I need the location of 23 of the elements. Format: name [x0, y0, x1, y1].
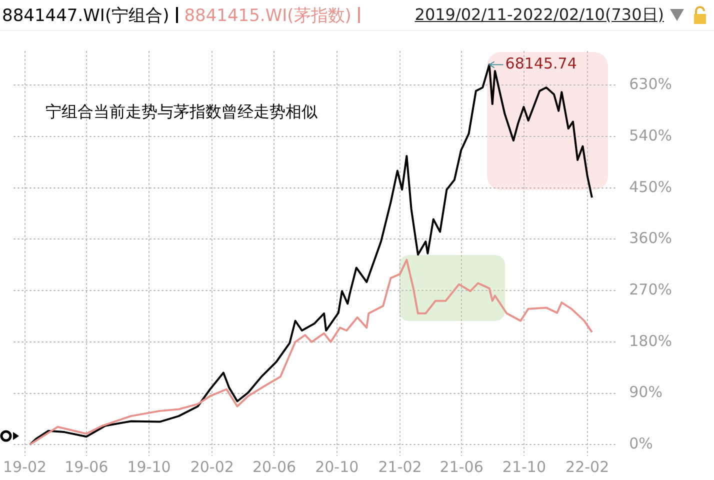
x-tick-label: 19-10 — [127, 458, 171, 476]
legend-label: 8841447.WI(宁组合) — [2, 4, 170, 26]
x-tick-label: 21-10 — [502, 458, 546, 476]
y-tick-label: 540% — [629, 126, 672, 144]
annotation: 68145.74 — [505, 54, 577, 73]
x-tick-label: 20-06 — [252, 458, 296, 476]
y-tick-label: 270% — [629, 280, 672, 298]
x-tick-label: 19-02 — [2, 458, 47, 476]
y-tick-label: 0% — [629, 434, 653, 452]
y-tick-label: 90% — [629, 383, 662, 402]
y-tick-label: 630% — [629, 75, 672, 94]
x-tick-label: 22-02 — [566, 458, 610, 476]
legend-label: 8841415.WI(茅指数) — [184, 4, 352, 26]
x-tick-label: 21-02 — [378, 458, 422, 476]
x-tick-label: 19-06 — [64, 458, 108, 476]
y-tick-label: 360% — [629, 229, 672, 248]
chart-subtitle: 2019/02/11-2022/02/10(730日) — [414, 4, 664, 26]
x-tick-label: 21-06 — [440, 458, 484, 476]
x-tick-label: 20-02 — [190, 458, 234, 476]
y-tick-label: 180% — [629, 332, 672, 350]
annotation: 宁组合当前走势与茅指数曾经走势相似 — [46, 102, 318, 122]
x-tick-label: 20-10 — [315, 458, 359, 476]
y-tick-label: 450% — [629, 178, 672, 196]
